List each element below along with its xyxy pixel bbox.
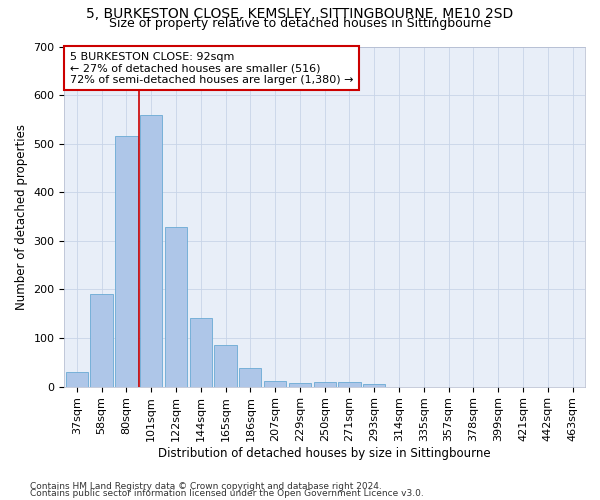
Bar [190,318,212,386]
Bar [314,382,336,386]
Bar [239,368,262,386]
Bar [115,136,137,386]
Bar [140,114,163,386]
Text: Contains public sector information licensed under the Open Government Licence v3: Contains public sector information licen… [30,489,424,498]
Y-axis label: Number of detached properties: Number of detached properties [15,124,28,310]
X-axis label: Distribution of detached houses by size in Sittingbourne: Distribution of detached houses by size … [158,447,491,460]
Bar [65,372,88,386]
Text: Size of property relative to detached houses in Sittingbourne: Size of property relative to detached ho… [109,18,491,30]
Bar [165,227,187,386]
Bar [214,345,236,387]
Bar [264,381,286,386]
Bar [363,384,385,386]
Bar [338,382,361,386]
Bar [289,382,311,386]
Text: 5 BURKESTON CLOSE: 92sqm
← 27% of detached houses are smaller (516)
72% of semi-: 5 BURKESTON CLOSE: 92sqm ← 27% of detach… [70,52,353,85]
Text: Contains HM Land Registry data © Crown copyright and database right 2024.: Contains HM Land Registry data © Crown c… [30,482,382,491]
Text: 5, BURKESTON CLOSE, KEMSLEY, SITTINGBOURNE, ME10 2SD: 5, BURKESTON CLOSE, KEMSLEY, SITTINGBOUR… [86,8,514,22]
Bar [91,294,113,386]
